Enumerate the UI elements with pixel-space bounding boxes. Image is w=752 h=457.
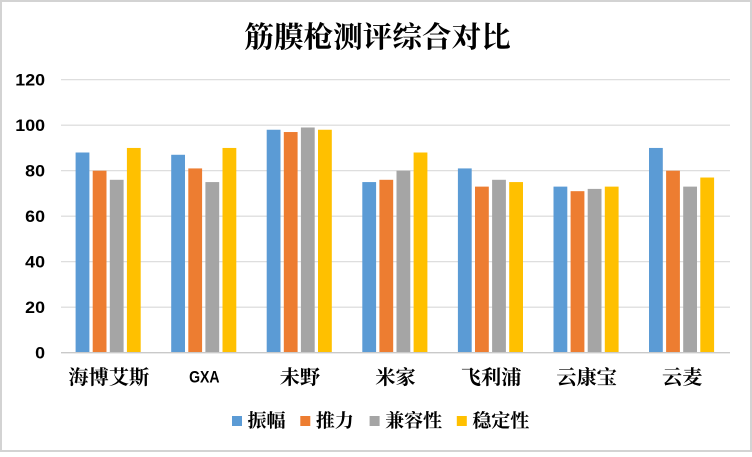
svg-text:20: 20 xyxy=(25,299,45,317)
svg-text:80: 80 xyxy=(25,163,45,181)
svg-text:100: 100 xyxy=(15,117,45,135)
svg-text:60: 60 xyxy=(25,208,45,226)
svg-text:GXA: GXA xyxy=(189,369,220,387)
svg-text:120: 120 xyxy=(15,72,45,90)
svg-text:0: 0 xyxy=(35,345,45,363)
svg-text:40: 40 xyxy=(25,254,45,272)
